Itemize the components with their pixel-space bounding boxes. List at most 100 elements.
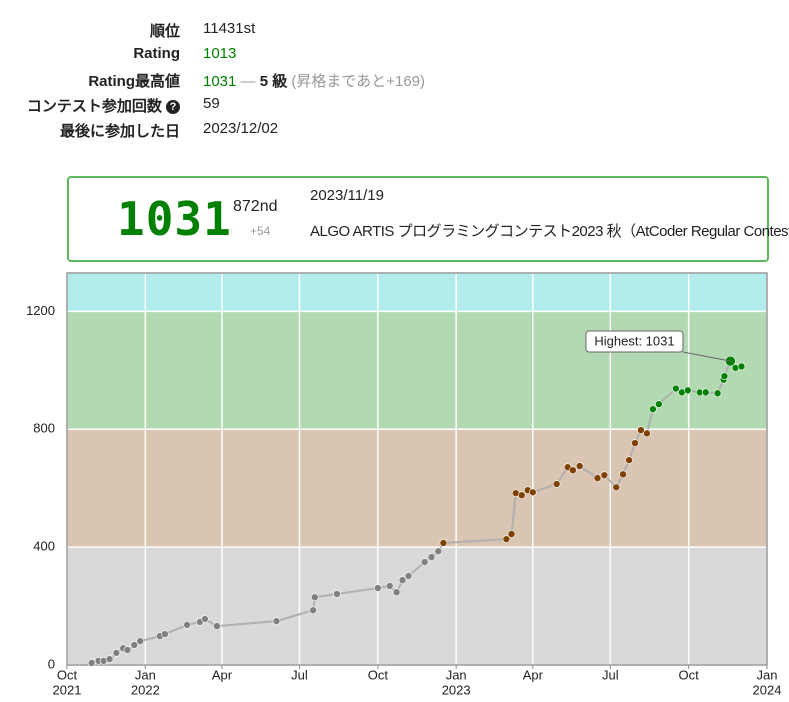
rating-point — [684, 386, 692, 395]
highlight-date: 2023/11/19 — [310, 187, 384, 204]
separator: — — [240, 73, 256, 90]
note: (昇格まであと+169) — [291, 73, 426, 90]
rating-point — [136, 637, 145, 645]
rating-band — [67, 311, 767, 430]
rating-point — [575, 462, 584, 470]
annotation-text: Highest: 1031 — [594, 333, 674, 348]
profile-row: Rating最高値 1031 — 5 級 (昇格まであと+169) — [0, 70, 520, 95]
rating-point — [309, 606, 317, 614]
rating-point — [183, 621, 191, 629]
y-tick-label: 400 — [33, 539, 55, 554]
label: Rating最高値 — [88, 73, 180, 90]
x-tick-label: Jan — [135, 667, 156, 682]
rating-point — [593, 474, 602, 482]
rating-point — [619, 470, 627, 479]
profile-row: 順位 11431st — [0, 20, 520, 45]
rating-point — [87, 659, 96, 667]
rating-point — [130, 641, 139, 649]
rating-point — [392, 588, 401, 597]
x-tick-label: Apr — [212, 667, 233, 682]
label-group: コンテスト参加回数 ? — [27, 95, 180, 116]
x-tick-label: Oct — [368, 667, 389, 682]
rank: 5 級 — [259, 73, 288, 90]
rating-point — [311, 593, 319, 602]
x-tick-year: 2023 — [442, 682, 471, 697]
rating-point — [213, 622, 221, 630]
label: 最後に参加した日 — [59, 123, 180, 140]
rating-point — [517, 491, 526, 500]
annotation-box — [585, 330, 684, 353]
rating-band — [67, 547, 767, 665]
profile: 順位 11431st Rating 1013 Rating最高値 1031 — 5 級… — [0, 20, 520, 145]
profile-row: Rating 1013 — [0, 45, 520, 70]
highlight-rating: 1031 — [117, 192, 232, 246]
rating-point — [404, 572, 413, 580]
y-tick-label: 0 — [48, 656, 55, 671]
rating-point — [398, 576, 407, 584]
rating-point — [529, 488, 537, 497]
profile-row: 最後に参加した日 2023/12/02 — [0, 120, 520, 145]
highlight-place: 872nd — [233, 198, 278, 215]
value-group: 1031 — 5 級 (昇格まであと+169) — [203, 70, 425, 91]
rating-point — [385, 582, 394, 590]
rating-point — [643, 429, 651, 438]
rating-point — [713, 389, 722, 398]
x-tick-year: 2021 — [53, 682, 82, 697]
rating-point — [649, 405, 657, 413]
x-tick-label: Oct — [679, 667, 700, 682]
rating-point — [112, 649, 121, 657]
rating-point — [701, 388, 710, 397]
rating-point — [427, 553, 436, 561]
rating-point — [434, 547, 443, 556]
label: Rating — [133, 45, 180, 62]
x-tick-label: Jul — [291, 667, 308, 682]
rating-point — [552, 480, 561, 488]
rating-point — [637, 426, 645, 434]
rating-point — [507, 530, 516, 538]
rating-point — [105, 655, 114, 663]
rating-point — [502, 535, 511, 543]
x-tick-label: Oct — [57, 667, 78, 682]
rating-point — [600, 471, 609, 479]
rating-point — [569, 466, 577, 474]
rating-point — [655, 400, 663, 408]
highlight-contest: ALGO ARTIS プログラミングコンテスト2023 秋（AtCoder Re… — [310, 223, 789, 240]
rating-point — [612, 483, 621, 492]
value: 1031 — [203, 73, 237, 90]
plot — [67, 273, 767, 665]
help-icon[interactable]: ? — [166, 100, 180, 114]
x-tick-label: Jan — [757, 667, 778, 682]
rating-point — [161, 630, 169, 638]
rating-band — [67, 429, 767, 548]
rating-point — [625, 456, 633, 464]
x-tick-label: Jul — [602, 667, 619, 682]
highlight-box: 1031 872nd +54 2023/11/19 ALGO ARTIS プログ… — [67, 176, 789, 262]
x-tick-year: 2024 — [753, 682, 782, 697]
value: 59 — [203, 95, 220, 112]
rating-point — [672, 384, 680, 393]
x-tick-label: Apr — [523, 667, 544, 682]
rating-point — [123, 646, 132, 654]
highlight-diff: +54 — [250, 224, 271, 238]
y-tick-label: 1200 — [26, 303, 55, 318]
value: 11431st — [203, 20, 256, 37]
rating-point — [720, 372, 729, 380]
rating-point — [420, 558, 429, 566]
rating-point — [631, 439, 639, 447]
rating-point — [333, 590, 341, 598]
rating-point — [201, 615, 209, 623]
profile-row: コンテスト参加回数 ? 59 — [0, 95, 520, 120]
y-tick-label: 800 — [33, 421, 55, 436]
rating-point — [439, 539, 448, 547]
rating-point — [272, 617, 281, 625]
value: 2023/12/02 — [203, 120, 279, 137]
x-tick-label: Jan — [446, 667, 467, 682]
value: 1013 — [203, 45, 237, 62]
x-tick-year: 2022 — [131, 682, 160, 697]
plot-border — [66, 272, 768, 666]
annotation-leader — [682, 351, 731, 362]
rating-point — [737, 362, 746, 371]
